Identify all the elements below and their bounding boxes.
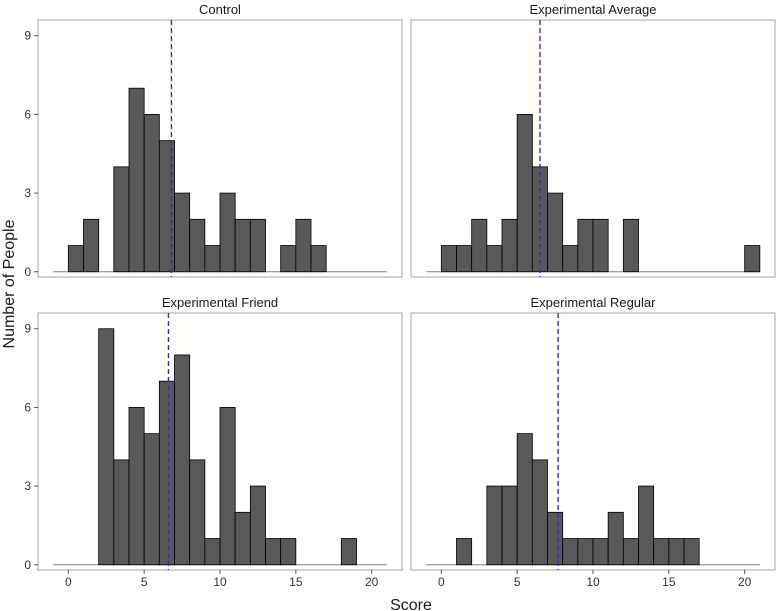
histogram-bar [516, 114, 533, 273]
histogram-bar [219, 192, 236, 273]
histogram-bar [653, 538, 670, 566]
histogram-bar [562, 245, 579, 273]
facet-title: Control [199, 2, 241, 17]
histogram-bar [204, 538, 221, 566]
histogram-bar [486, 485, 503, 566]
histogram-bar [440, 245, 457, 273]
facet-panel: Control 0 3 6 9 [24, 2, 403, 279]
histogram-bar [280, 538, 297, 566]
histogram-bar [83, 218, 100, 273]
histogram-bar [234, 511, 251, 566]
x-tick-label: 15 [289, 575, 303, 589]
histogram-bar [516, 433, 533, 566]
facet-panel: Experimental Regular 0 5 10 15 20 [410, 295, 776, 589]
histogram-bar [501, 218, 518, 273]
histogram-bar [340, 538, 357, 566]
y-tick-label: 9 [24, 29, 31, 43]
histogram-bar [638, 485, 655, 566]
histogram-bar [128, 407, 145, 566]
y-tick-label: 9 [24, 322, 31, 336]
x-tick-label: 0 [65, 575, 72, 589]
histogram-bar [219, 407, 236, 566]
histogram-bar [143, 114, 160, 273]
facet-panels: Control 0 3 6 9 Experimental Average Experimen… [24, 2, 776, 589]
x-tick-label: 0 [438, 575, 445, 589]
y-tick-label: 6 [24, 107, 31, 121]
histogram-bar [98, 328, 115, 566]
x-axis-title: Score [390, 597, 432, 611]
x-tick-label: 10 [213, 575, 227, 589]
histogram-bar [577, 218, 594, 273]
histogram-bar [189, 459, 206, 566]
histogram-bar [204, 245, 221, 273]
histogram-bar [113, 166, 130, 273]
histogram-bar [67, 245, 84, 273]
y-tick-label: 0 [24, 265, 31, 279]
histogram-bar [592, 538, 609, 566]
histogram-bar [471, 218, 488, 273]
histogram-bar [547, 511, 564, 566]
histogram-bar [310, 245, 327, 273]
histogram-bar [607, 511, 624, 566]
histogram-bar [158, 140, 175, 273]
x-tick-label: 10 [586, 575, 600, 589]
histogram-bar [280, 245, 297, 273]
x-tick-label: 20 [738, 575, 752, 589]
x-tick-label: 20 [365, 575, 379, 589]
y-tick-label: 3 [24, 186, 31, 200]
histogram-bar [174, 354, 191, 566]
histogram-bar [249, 218, 266, 273]
histogram-bar [189, 218, 206, 273]
histogram-bar [143, 433, 160, 566]
histogram-bar [547, 192, 564, 273]
y-tick-label: 0 [24, 558, 31, 572]
histogram-bar [158, 380, 175, 566]
histogram-bar [531, 459, 548, 566]
histogram-bar [249, 485, 266, 566]
y-tick-label: 6 [24, 400, 31, 414]
histogram-bar [668, 538, 685, 566]
histogram-bar [501, 485, 518, 566]
x-tick-label: 5 [514, 575, 521, 589]
facet-panel: Experimental Average [410, 2, 776, 278]
histogram-bar [592, 218, 609, 273]
histogram-bar [744, 245, 761, 273]
histogram-bar [456, 538, 473, 566]
facet-title: Experimental Regular [530, 295, 656, 310]
histogram-bar [622, 538, 639, 566]
y-tick-label: 3 [24, 479, 31, 493]
y-axis-title: Number of People [1, 219, 18, 348]
panel-border [410, 312, 776, 571]
histogram-bar [562, 538, 579, 566]
histogram-bar [577, 538, 594, 566]
histogram-bar [683, 538, 700, 566]
histogram-bar [622, 218, 639, 273]
facet-panel: Experimental Friend 0 5 10 15 20 0 3 6 9 [24, 295, 403, 589]
histogram-bar [234, 218, 251, 273]
x-tick-label: 5 [141, 575, 148, 589]
histogram-bar [128, 87, 145, 273]
x-tick-label: 15 [662, 575, 676, 589]
histogram-bar [174, 192, 191, 273]
histogram-bar [486, 245, 503, 273]
histogram-bar [113, 459, 130, 566]
facet-title: Experimental Average [530, 2, 657, 17]
histogram-bar [265, 538, 282, 566]
histogram-bar [456, 245, 473, 273]
histogram-bar [295, 218, 312, 273]
facet-title: Experimental Friend [162, 295, 278, 310]
